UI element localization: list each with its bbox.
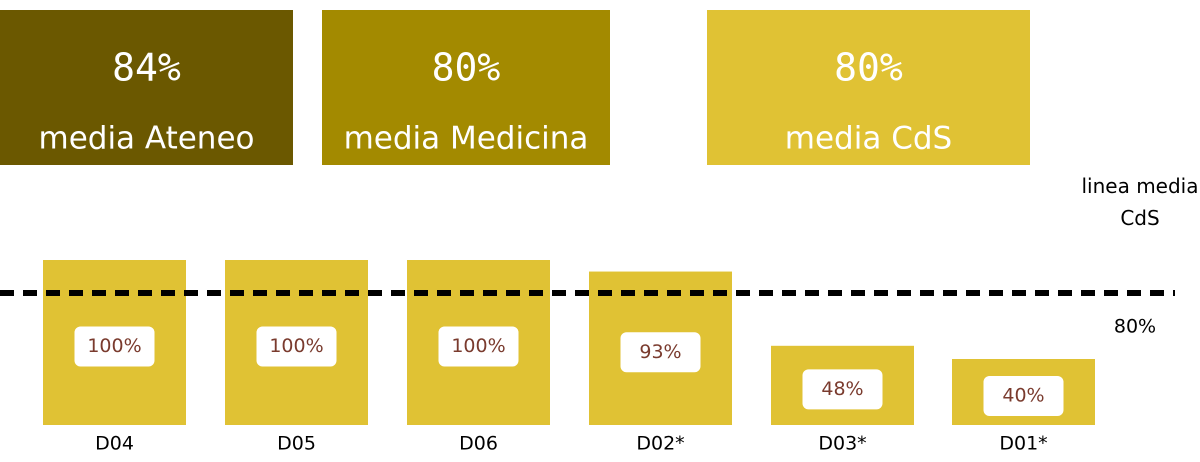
- kpi-card: [707, 10, 1030, 165]
- kpi-value: 80%: [432, 46, 501, 90]
- value-label: 100%: [451, 335, 505, 357]
- kpi-value: 84%: [112, 46, 181, 90]
- reference-name: linea media CdS: [1081, 174, 1199, 230]
- kpi-card: [322, 10, 610, 165]
- kpi-value: 80%: [834, 46, 903, 90]
- x-tick-label: D01*: [999, 433, 1047, 455]
- x-tick-label: D02*: [636, 433, 684, 455]
- x-tick-label: D05: [277, 433, 316, 455]
- kpi-caption: media Medicina: [344, 121, 589, 157]
- reference-name-box: linea media CdS: [1081, 174, 1199, 230]
- value-label: 100%: [269, 335, 323, 357]
- kpi-card: [0, 10, 293, 165]
- value-label-box: [256, 326, 337, 367]
- value-label: 100%: [87, 335, 141, 357]
- kpi-caption: media Ateneo: [39, 121, 255, 157]
- value-label: 40%: [1002, 385, 1044, 407]
- value-label-box: [983, 376, 1064, 416]
- value-label: 93%: [639, 341, 681, 363]
- x-tick-label: D06: [459, 433, 498, 455]
- value-label-box: [438, 326, 519, 367]
- value-label-box: [802, 369, 883, 410]
- x-tick-label: D03*: [818, 433, 866, 455]
- value-label-box: [620, 332, 701, 373]
- value-label-box: [74, 326, 155, 367]
- value-label: 48%: [821, 378, 863, 400]
- reference-label: 80%: [1114, 316, 1156, 338]
- x-tick-label: D04: [95, 433, 134, 455]
- kpi-caption: media CdS: [785, 121, 952, 157]
